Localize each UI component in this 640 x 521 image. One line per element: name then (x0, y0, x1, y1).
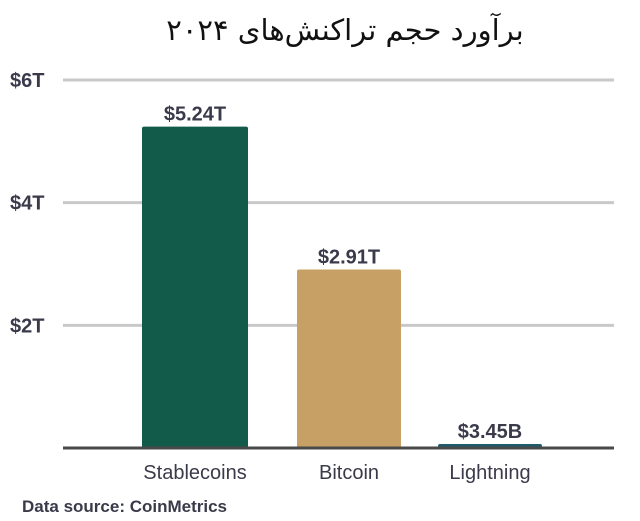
value-label: $2.91T (318, 247, 380, 269)
value-labels: $5.24T $2.91T $3.45B (164, 104, 522, 443)
value-label: $3.45B (458, 421, 523, 443)
bar-stablecoins (142, 126, 248, 448)
y-tick-label: $2T (10, 315, 44, 337)
value-label: $5.24T (164, 104, 226, 126)
y-tick-label: $6T (10, 70, 44, 92)
y-tick-label: $4T (10, 193, 44, 215)
x-axis-categories: Stablecoins Bitcoin Lightning (143, 462, 530, 484)
data-source-note: Data source: CoinMetrics (22, 497, 227, 516)
bars (142, 126, 542, 448)
category-label: Bitcoin (319, 462, 379, 484)
category-label: Stablecoins (143, 462, 246, 484)
chart-title: برآورد حجم تراکنش‌های ۲۰۲۴ (166, 12, 523, 48)
bar-bitcoin (297, 269, 401, 448)
y-axis-ticks: $2T $4T $6T (10, 70, 44, 337)
category-label: Lightning (449, 462, 530, 484)
